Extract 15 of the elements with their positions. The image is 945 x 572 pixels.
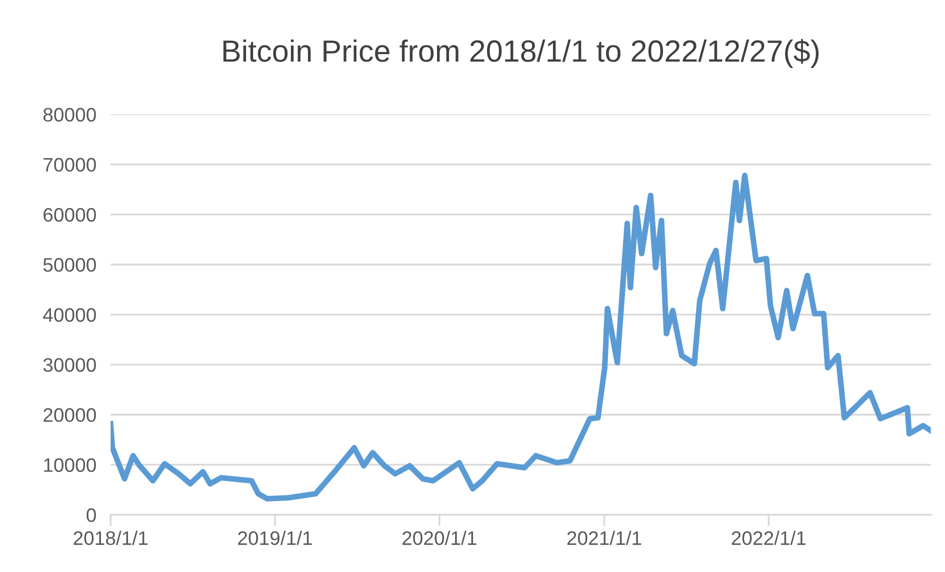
x-tick-label: 2021/1/1 — [567, 530, 642, 546]
y-tick-label: 60000 — [44, 208, 96, 222]
x-tick-label: 2018/1/1 — [74, 530, 148, 546]
x-tick-label: 2020/1/1 — [402, 530, 476, 546]
y-tick-label: 70000 — [44, 158, 96, 172]
y-tick-label: 30000 — [43, 358, 96, 372]
y-tick-label: 50000 — [43, 258, 96, 272]
x-tick-label: 2022/1/1 — [732, 530, 806, 546]
chart-title: Bitcoin Price from 2018/1/1 to 2022/12/27($) — [223, 39, 819, 68]
y-tick-label: 80000 — [43, 108, 96, 122]
y-tick-label: 0 — [86, 508, 96, 522]
y-tick-label: 20000 — [44, 408, 96, 422]
x-tick-label: 2019/1/1 — [238, 530, 312, 546]
y-tick-label: 10000 — [44, 458, 96, 472]
y-tick-label: 40000 — [43, 308, 96, 322]
